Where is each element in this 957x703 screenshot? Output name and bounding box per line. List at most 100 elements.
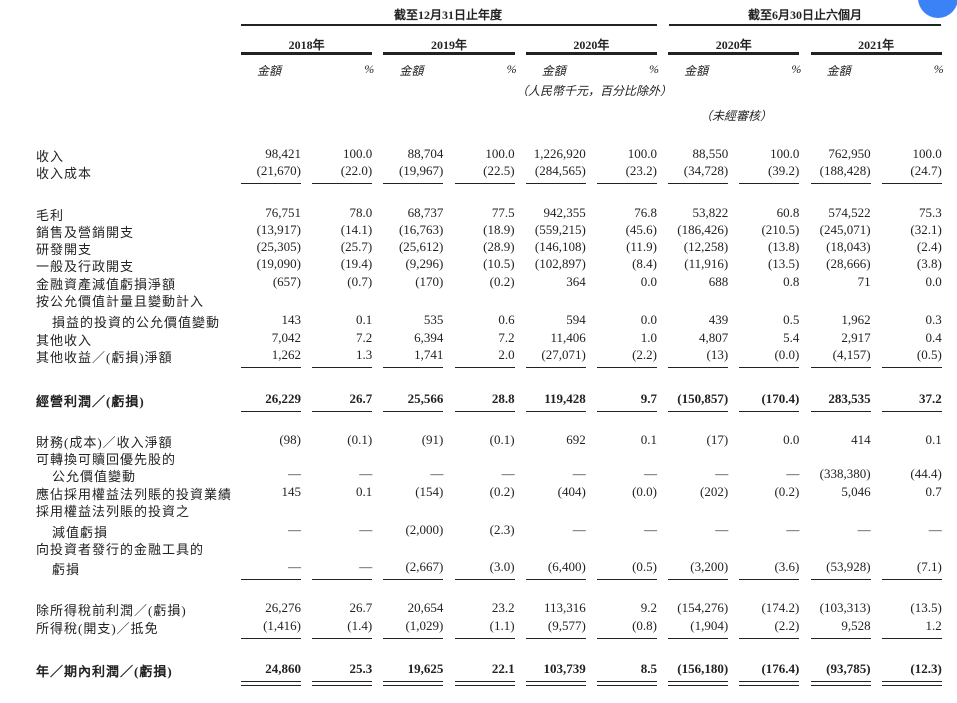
underline [241, 183, 301, 184]
cell-value: 0.1 [355, 312, 373, 327]
cell-value: 145 [281, 484, 302, 499]
cell-value: 25,566 [407, 391, 444, 406]
year-rule [241, 52, 373, 55]
cell-value: — [288, 466, 301, 481]
cell-value: — [359, 522, 373, 537]
unaudited-note: （未經審核） [700, 109, 773, 123]
row-label: 除所得稅前利潤／(虧損) [36, 603, 187, 618]
cell-value: 100.0 [342, 146, 373, 161]
underline [383, 183, 444, 184]
percent-column-label: % [791, 62, 802, 76]
underline [668, 681, 729, 682]
cell-value: (210.5) [761, 222, 800, 237]
row-label: 一般及行政開支 [36, 259, 135, 274]
cell-value: (13.5) [767, 256, 800, 271]
cell-value: (188,428) [819, 163, 871, 178]
underline [881, 681, 942, 682]
underline [241, 411, 301, 412]
cell-value: 11,406 [550, 330, 586, 345]
underline [383, 681, 444, 682]
underline [739, 579, 800, 580]
cell-value: (34,728) [683, 163, 729, 178]
underline [810, 685, 871, 686]
cell-value: (14.1) [340, 222, 373, 237]
cell-value: 5,046 [841, 484, 871, 499]
cell-value: 535 [423, 312, 444, 327]
underline [454, 681, 515, 682]
underline [739, 183, 800, 184]
percent-column-label: % [649, 62, 659, 76]
cell-value: — [715, 522, 729, 537]
unit-note: （人民幣千元，百分比除外） [516, 84, 673, 98]
cell-value: 26.7 [349, 600, 373, 615]
cell-value: (174.2) [761, 600, 800, 615]
underline [668, 685, 729, 686]
floating-badge[interactable] [918, 0, 957, 18]
cell-value: (27,071) [541, 347, 586, 362]
cell-value: (4,157) [832, 347, 871, 362]
cell-value: — [501, 466, 515, 481]
cell-value: 283,535 [828, 391, 871, 406]
underline [881, 579, 942, 580]
row-label: 應佔採用權益法列賬的投資業績 [36, 487, 233, 502]
cell-value: 6,394 [414, 330, 444, 345]
cell-value: (170) [415, 274, 444, 289]
underline [525, 411, 586, 412]
cell-value: 71 [857, 274, 871, 289]
cell-value: 0.0 [640, 274, 657, 289]
cell-value: 0.4 [925, 330, 942, 345]
cell-value: 77.5 [491, 205, 515, 220]
year-header: 2019年 [430, 38, 468, 52]
cell-value: (91) [421, 432, 444, 447]
cell-value: (170.4) [761, 391, 800, 406]
underline [668, 638, 729, 639]
cell-value: (1.4) [347, 618, 373, 633]
cell-value: — [786, 466, 800, 481]
cell-value: 26,229 [265, 391, 301, 406]
cell-value: (53,928) [826, 559, 871, 574]
cell-value: (2,000) [405, 522, 444, 537]
cell-value: (154,276) [677, 600, 729, 615]
cell-value: 5.4 [783, 330, 800, 345]
underline [881, 638, 942, 639]
cell-value: 25.3 [349, 661, 373, 676]
underline [525, 638, 586, 639]
underline [525, 681, 586, 682]
year-header: 2021年 [858, 38, 895, 52]
underline [312, 367, 373, 368]
divider [241, 24, 657, 26]
row-label: 經營利潤／(虧損) [36, 394, 145, 409]
underline [668, 411, 729, 412]
cell-value: 103,739 [543, 661, 586, 676]
underline [241, 681, 301, 682]
cell-value: (3.6) [774, 559, 800, 574]
row-label: 虧損 [52, 562, 81, 577]
cell-value: (23.2) [625, 163, 657, 178]
cell-value: (103,313) [819, 600, 871, 615]
cell-value: 0.3 [925, 312, 942, 327]
cell-value: (0.2) [489, 484, 515, 499]
underline [597, 367, 657, 368]
underline [810, 638, 871, 639]
underline [454, 367, 515, 368]
cell-value: (2,667) [405, 559, 444, 574]
cell-value: (24.7) [910, 163, 942, 178]
cell-value: (2.4) [916, 239, 942, 254]
row-label: 年／期內利潤／(虧損) [36, 664, 173, 679]
cell-value: (7.1) [916, 559, 942, 574]
cell-value: (25,612) [398, 239, 444, 254]
cell-value: (176.4) [761, 661, 800, 676]
cell-value: 414 [851, 432, 871, 447]
underline [597, 411, 657, 412]
cell-value: (202) [700, 484, 729, 499]
cell-value: (245,071) [819, 222, 871, 237]
cell-value: 0.0 [783, 432, 800, 447]
underline [383, 638, 444, 639]
cell-value: (2.2) [774, 618, 800, 633]
row-label: 損益的投資的公允價值變動 [52, 315, 221, 330]
underline [739, 411, 800, 412]
underline [597, 183, 657, 184]
cell-value: 100.0 [912, 146, 942, 161]
underline [668, 183, 729, 184]
cell-value: 76,751 [265, 205, 301, 220]
